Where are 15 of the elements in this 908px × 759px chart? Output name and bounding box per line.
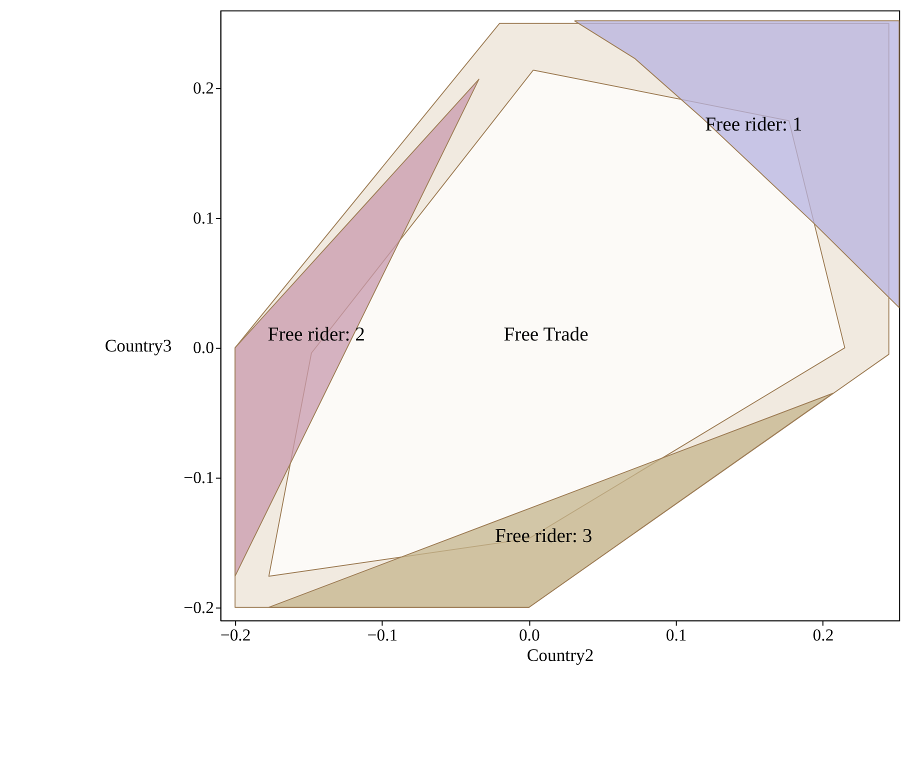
series-label: Free rider: 3: [495, 524, 592, 547]
x-tick-label: −0.1: [367, 625, 398, 644]
y-tick-label: −0.2: [184, 598, 214, 617]
x-tick-label: 0.0: [518, 625, 540, 644]
x-tick-label: −0.2: [220, 625, 251, 644]
y-tick-label: 0.1: [193, 208, 214, 228]
y-axis-title: Country3: [104, 335, 172, 356]
series-label: Free rider: 2: [268, 323, 365, 346]
series-label: Free Trade: [504, 323, 589, 346]
y-tick-label: 0.2: [193, 78, 214, 98]
y-tick-label: −0.1: [184, 468, 214, 487]
x-tick-label: 0.2: [812, 625, 834, 644]
y-tick-label: 0.0: [193, 338, 214, 358]
x-axis-title: Country2: [526, 645, 594, 666]
x-tick-label: 0.1: [666, 625, 687, 644]
